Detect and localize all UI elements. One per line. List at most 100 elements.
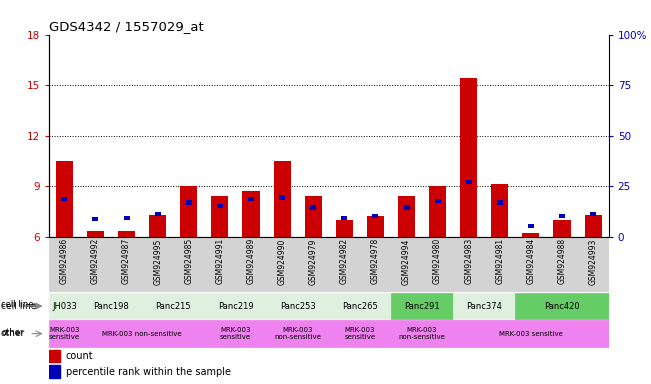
Text: MRK-003
non-sensitive: MRK-003 non-sensitive [398, 327, 445, 340]
Bar [590, 212, 596, 216]
Bar [311, 205, 316, 210]
Bar [204, 237, 236, 292]
Text: GSM924978: GSM924978 [371, 238, 380, 285]
Bar [497, 200, 503, 205]
Bar [204, 320, 266, 347]
Text: MRK-003 sensitive: MRK-003 sensitive [499, 331, 563, 337]
Bar [92, 217, 98, 222]
Text: Panc198: Panc198 [93, 301, 129, 311]
Bar [516, 293, 609, 319]
Bar [336, 220, 353, 237]
Bar [492, 184, 508, 237]
Text: Panc265: Panc265 [342, 301, 378, 311]
Bar [391, 293, 453, 319]
Bar [435, 199, 441, 203]
Text: MRK-003
sensitive: MRK-003 sensitive [49, 327, 80, 340]
Text: other: other [1, 328, 24, 337]
Text: other: other [1, 329, 25, 338]
Bar [56, 161, 73, 237]
Bar [186, 200, 192, 205]
Text: MRK-003
non-sensitive: MRK-003 non-sensitive [274, 327, 321, 340]
Text: MRK-003
sensitive: MRK-003 sensitive [344, 327, 376, 340]
Bar [180, 186, 197, 237]
Text: GDS4342 / 1557029_at: GDS4342 / 1557029_at [49, 20, 204, 33]
Bar [49, 365, 60, 377]
Text: Panc215: Panc215 [156, 301, 191, 311]
Text: JH033: JH033 [52, 301, 77, 311]
Bar [329, 293, 391, 319]
Bar [155, 212, 161, 216]
Bar [80, 237, 111, 292]
Bar [465, 180, 472, 184]
Text: Panc374: Panc374 [466, 301, 502, 311]
Text: GSM924984: GSM924984 [527, 238, 535, 285]
Bar [273, 161, 290, 237]
Bar [80, 293, 142, 319]
Bar [217, 204, 223, 208]
Text: GSM924986: GSM924986 [60, 238, 69, 285]
Text: cell line: cell line [1, 300, 34, 309]
Bar [142, 237, 173, 292]
Text: Panc219: Panc219 [217, 301, 253, 311]
Bar [528, 224, 534, 228]
Bar [453, 237, 484, 292]
Bar [49, 293, 80, 319]
Text: GSM924983: GSM924983 [464, 238, 473, 285]
Text: Panc291: Panc291 [404, 301, 440, 311]
Bar [553, 220, 570, 237]
Text: GSM924980: GSM924980 [433, 238, 442, 285]
Bar [266, 237, 298, 292]
Bar [279, 195, 285, 200]
Bar [577, 237, 609, 292]
Bar [329, 237, 360, 292]
Bar [111, 237, 142, 292]
Bar [329, 320, 391, 347]
Bar [453, 320, 609, 347]
Bar [204, 293, 266, 319]
Bar [212, 196, 229, 237]
Bar [422, 237, 453, 292]
Bar [367, 216, 384, 237]
Bar [484, 237, 516, 292]
Bar [585, 215, 602, 237]
Text: GSM924995: GSM924995 [153, 238, 162, 285]
Bar [546, 237, 577, 292]
Bar [173, 237, 204, 292]
Bar [404, 205, 409, 210]
Text: GSM924989: GSM924989 [247, 238, 255, 285]
Bar [266, 293, 329, 319]
Bar [341, 215, 347, 220]
Text: Panc253: Panc253 [280, 301, 316, 311]
Text: cell line: cell line [1, 301, 36, 311]
Bar [391, 237, 422, 292]
Bar [124, 215, 130, 220]
Bar [398, 196, 415, 237]
Text: Panc420: Panc420 [544, 301, 580, 311]
Bar [61, 197, 67, 201]
Bar [236, 237, 266, 292]
Bar [80, 320, 204, 347]
Text: GSM924982: GSM924982 [340, 238, 349, 284]
Text: GSM924993: GSM924993 [589, 238, 598, 285]
Text: GSM924979: GSM924979 [309, 238, 318, 285]
Bar [49, 237, 80, 292]
Text: GSM924988: GSM924988 [557, 238, 566, 284]
Bar [118, 232, 135, 237]
Text: GSM924991: GSM924991 [215, 238, 225, 285]
Bar [453, 293, 516, 319]
Bar [49, 320, 80, 347]
Bar [429, 186, 446, 237]
Bar [460, 78, 477, 237]
Bar [266, 320, 329, 347]
Bar [522, 233, 540, 237]
Text: GSM924994: GSM924994 [402, 238, 411, 285]
Bar [516, 237, 546, 292]
Bar [87, 232, 104, 237]
Bar [360, 237, 391, 292]
Bar [142, 293, 204, 319]
Bar [149, 215, 166, 237]
Text: MRK-003
sensitive: MRK-003 sensitive [220, 327, 251, 340]
Text: GSM924987: GSM924987 [122, 238, 131, 285]
Text: GSM924981: GSM924981 [495, 238, 505, 284]
Bar [305, 196, 322, 237]
